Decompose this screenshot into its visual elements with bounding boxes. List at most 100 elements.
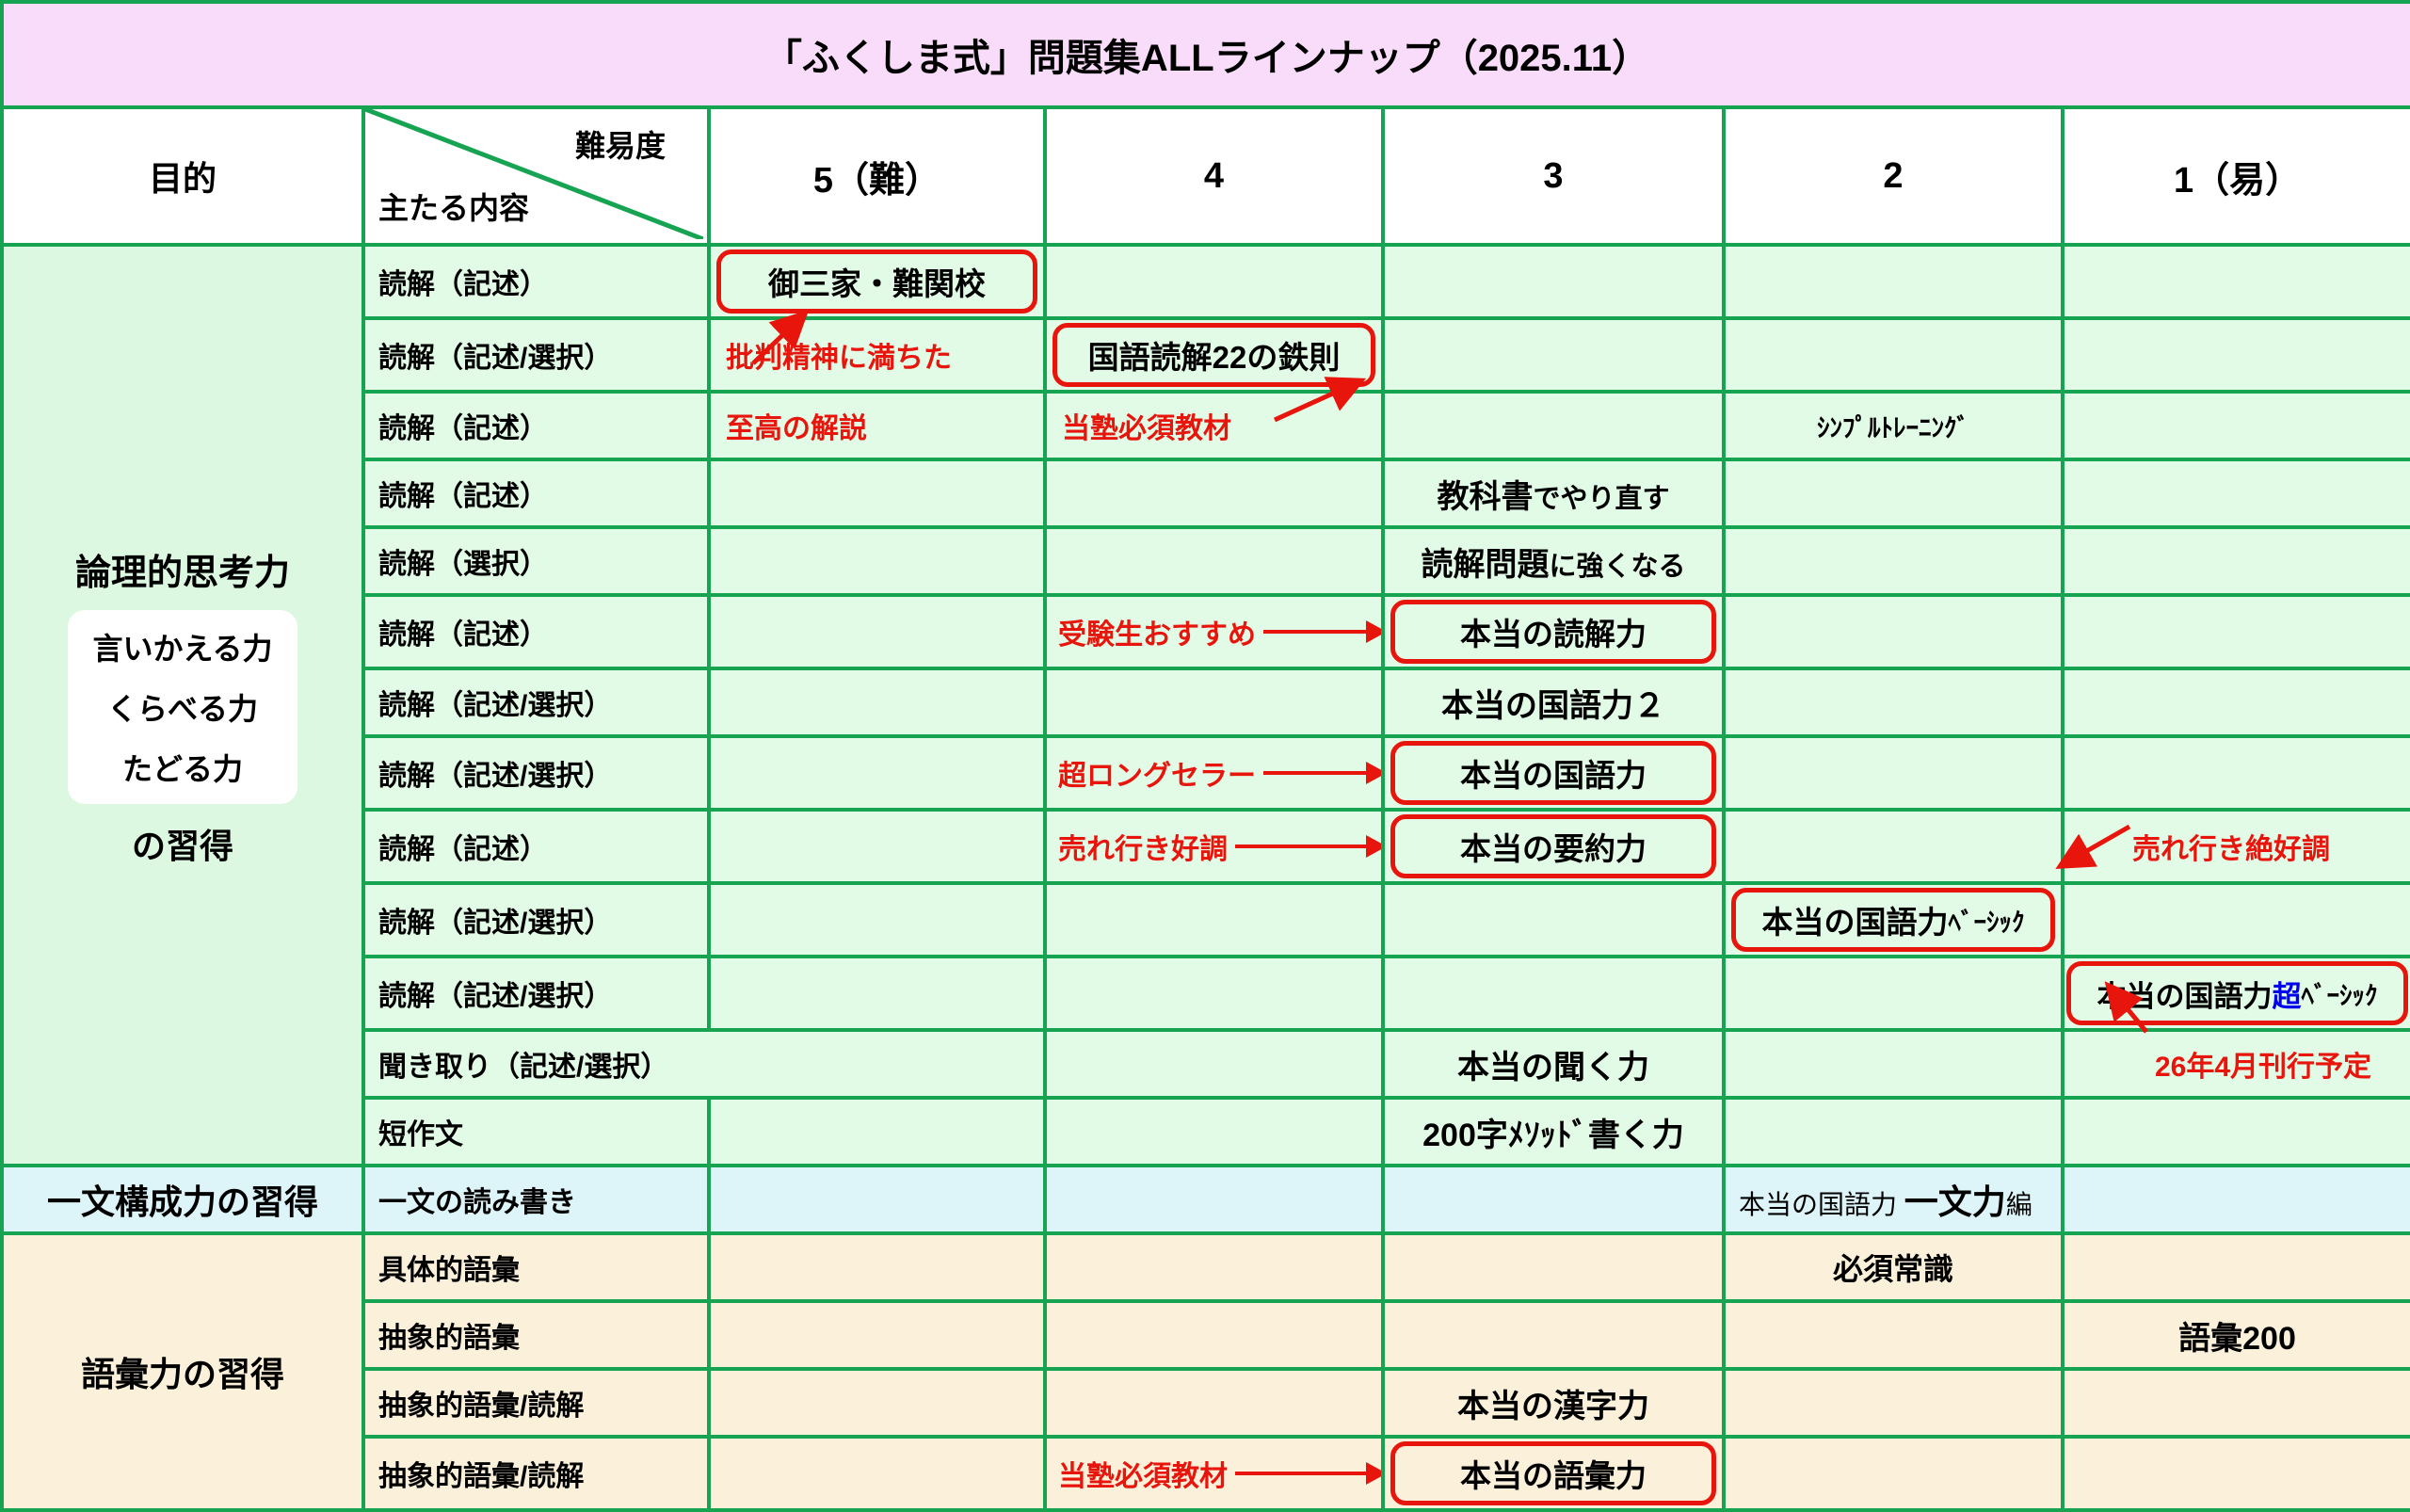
cell-empty — [707, 1164, 1047, 1235]
cell-empty — [2060, 881, 2410, 958]
cell-empty — [1722, 525, 2065, 597]
arrow-head-icon — [1366, 1462, 1379, 1485]
cell-empty — [1722, 808, 2065, 885]
diagonal-line — [367, 111, 703, 239]
cell-book: 本当の読解力 — [1381, 593, 1726, 670]
cell-book: 本当の国語力 ﾍﾞｰｼｯｸ — [1722, 881, 2065, 958]
arrow-head-icon — [1366, 762, 1379, 784]
header-diagonal-cell: 難易度 主たる内容 — [362, 105, 711, 247]
cell-empty — [707, 458, 1047, 529]
cell-book: 本当の要約力 — [1381, 808, 1726, 885]
cell-empty — [1722, 667, 2065, 738]
cell-empty — [707, 734, 1047, 812]
row-content: 読解（記述/選択） — [362, 881, 711, 958]
book-title: 教科書でやり直す — [1381, 458, 1726, 529]
cell-empty — [707, 1367, 1047, 1439]
book-title: 本当の要約力 — [1460, 831, 1647, 866]
cell-empty — [1043, 881, 1385, 958]
cell-empty — [707, 1231, 1047, 1303]
skill-2: くらべる力 — [106, 691, 258, 726]
cell-book: 本当の語彙力 — [1381, 1435, 1726, 1512]
book-title-post: 編 — [2005, 1190, 2032, 1219]
group-logic-tail: の習得 — [131, 826, 233, 865]
header-level-4: 4 — [1043, 105, 1385, 247]
cell-empty — [1381, 243, 1726, 320]
book-title-sub: ﾍﾞｰｼｯｸ — [1948, 908, 2025, 937]
cell-empty — [1381, 955, 1726, 1032]
row-content: 短作文 — [362, 1096, 711, 1167]
cell-book: 本当の国語力 — [1381, 734, 1726, 812]
cell-empty — [707, 1096, 1047, 1167]
cell-empty — [1722, 316, 2065, 394]
annotation-text: 超ロングセラー — [1058, 761, 1256, 792]
cell-empty — [1722, 1299, 2065, 1371]
book-title: 本当の語彙力 — [1460, 1458, 1647, 1493]
cell-empty — [2060, 667, 2410, 738]
group-vocab: 語彙力の習得 — [0, 1231, 365, 1512]
cell-empty — [1381, 881, 1726, 958]
cell-empty — [1043, 1367, 1385, 1439]
cell-empty — [1043, 525, 1385, 597]
cell-empty — [707, 808, 1047, 885]
arrow-head-icon — [1366, 835, 1379, 858]
book-title: 本当の読解力 — [1460, 617, 1647, 651]
arrow-head-icon — [1366, 620, 1379, 643]
cell-empty — [1722, 955, 2065, 1032]
book-title-main: 一文力 — [1904, 1182, 2006, 1221]
group-logic: 論理的思考力 言いかえる力 くらべる力 たどる力 の習得 — [0, 243, 365, 1167]
book-title: 読解問題に強くなる — [1381, 525, 1726, 597]
header-level-5: 5（難） — [707, 105, 1047, 247]
row-content: 抽象的語彙/読解 — [362, 1367, 711, 1439]
header-level-1: 1（易） — [2060, 105, 2410, 247]
cell-empty — [2060, 1435, 2410, 1512]
highlight-box: 本当の国語力超ﾍﾞｰｼｯｸ — [2066, 961, 2409, 1025]
book-title: 本当の国語力２ — [1381, 667, 1726, 738]
row-content: 読解（記述） — [362, 808, 711, 885]
annotation-arrow-cell: 当塾必須教材 — [1043, 1435, 1385, 1512]
annotation-text: 26年4月刊行予定 — [2060, 1028, 2410, 1100]
cell-empty — [707, 593, 1047, 670]
annotation-text: 批判精神に満ちた — [707, 316, 1047, 394]
row-content: 具体的語彙 — [362, 1231, 711, 1303]
cell-book: 本当の国語力超ﾍﾞｰｼｯｸ — [2060, 955, 2410, 1032]
book-title: 本当の漢字力 — [1381, 1367, 1726, 1439]
annotation-arrow-cell: 売れ行き好調 — [1043, 808, 1385, 885]
row-content: 読解（記述/選択） — [362, 316, 711, 394]
annotation-arrow-cell: 超ロングセラー — [1043, 734, 1385, 812]
annotation-text: 売れ行き絶好調 — [2060, 808, 2410, 885]
highlight-box: 本当の語彙力 — [1390, 1441, 1716, 1505]
book-title: 本当の国語力 — [1761, 905, 1949, 940]
highlight-box: 本当の読解力 — [1390, 600, 1716, 664]
group-sentence: 一文構成力の習得 — [0, 1164, 365, 1235]
book-title-sub: でやり直す — [1533, 483, 1670, 514]
row-content: 読解（選択） — [362, 525, 711, 597]
cell-empty — [2060, 316, 2410, 394]
annotation-text: 当塾必須教材 — [1058, 1461, 1228, 1492]
cell-empty — [1381, 1231, 1726, 1303]
cell-empty — [1043, 458, 1385, 529]
arrow-line — [1263, 630, 1366, 634]
cell-empty — [1722, 458, 2065, 529]
book-title: 御三家・難関校 — [768, 266, 986, 301]
cell-empty — [1722, 734, 2065, 812]
annotation-text: 受験生おすすめ — [1058, 619, 1256, 651]
cell-empty — [2060, 1231, 2410, 1303]
book-title: 本当の国語力 一文力編 — [1722, 1164, 2065, 1235]
page-title: 「ふくしま式」問題集ALLラインナップ（2025.11） — [0, 0, 2410, 109]
cell-empty — [1381, 1164, 1726, 1235]
book-title: 必須常識 — [1722, 1231, 2065, 1303]
row-content: 読解（記述/選択） — [362, 734, 711, 812]
annotation-text: 売れ行き好調 — [1058, 834, 1228, 865]
cell-empty — [1043, 667, 1385, 738]
book-title: 本当の国語力 — [1460, 758, 1647, 793]
cell-empty — [2060, 593, 2410, 670]
annotation-text: 当塾必須教材 — [1043, 390, 1385, 461]
row-content: 抽象的語彙/読解 — [362, 1435, 711, 1512]
cell-empty — [1381, 390, 1726, 461]
book-title: ｼﾝﾌﾟﾙﾄﾚｰﾆﾝｸﾞ — [1722, 390, 2065, 461]
row-content: 読解（記述） — [362, 458, 711, 529]
cell-empty — [707, 1299, 1047, 1371]
row-content: 抽象的語彙 — [362, 1299, 711, 1371]
row-content: 読解（記述） — [362, 593, 711, 670]
